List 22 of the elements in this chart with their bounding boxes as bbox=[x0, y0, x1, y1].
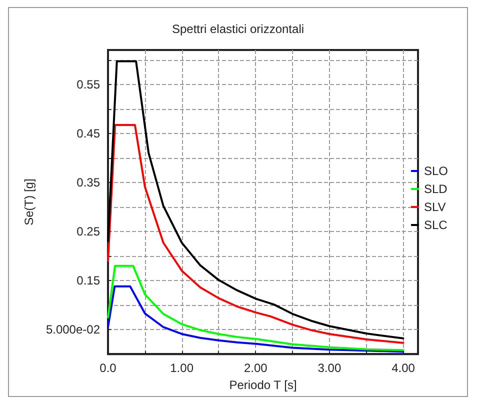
x-tick-label: 0.0 bbox=[100, 361, 117, 376]
y-axis-title: Se(T) [g] bbox=[22, 178, 36, 226]
line-series bbox=[107, 285, 404, 353]
y-tick-label: 0.35 bbox=[76, 175, 100, 190]
x-tick-label: 1.00 bbox=[170, 361, 194, 376]
y-tick-label: 0.25 bbox=[76, 224, 100, 238]
legend-label: SLO bbox=[424, 164, 448, 178]
chart-title: Spettri elastici orizzontali bbox=[172, 22, 304, 36]
y-tick-label: 5.000e-02 bbox=[46, 322, 100, 337]
legend-label: SLD bbox=[424, 182, 448, 196]
line-series bbox=[107, 60, 404, 340]
legend-label: SLV bbox=[424, 200, 446, 214]
y-tick-label: 0.15 bbox=[76, 274, 100, 288]
x-tick-label: 3.00 bbox=[318, 361, 342, 376]
line-series bbox=[107, 264, 404, 352]
y-tick-label: 0.55 bbox=[76, 77, 100, 92]
x-tick-label: 2.00 bbox=[244, 361, 268, 376]
line-series bbox=[107, 124, 404, 344]
x-tick-label: 4.00 bbox=[392, 361, 416, 376]
legend-label: SLC bbox=[424, 218, 448, 232]
x-axis-title: Periodo T [s] bbox=[229, 378, 297, 392]
y-tick-label: 0.45 bbox=[76, 126, 100, 140]
